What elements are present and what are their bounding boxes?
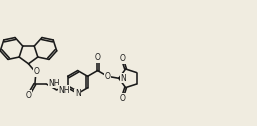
Text: N: N (75, 89, 80, 98)
Text: O: O (26, 90, 32, 100)
Text: O: O (119, 54, 125, 63)
Text: O: O (33, 67, 39, 76)
Text: N: N (120, 74, 126, 83)
Text: NH: NH (48, 79, 60, 88)
Text: O: O (95, 53, 100, 62)
Text: NH: NH (58, 86, 70, 95)
Text: O: O (105, 72, 111, 81)
Text: O: O (119, 94, 125, 103)
